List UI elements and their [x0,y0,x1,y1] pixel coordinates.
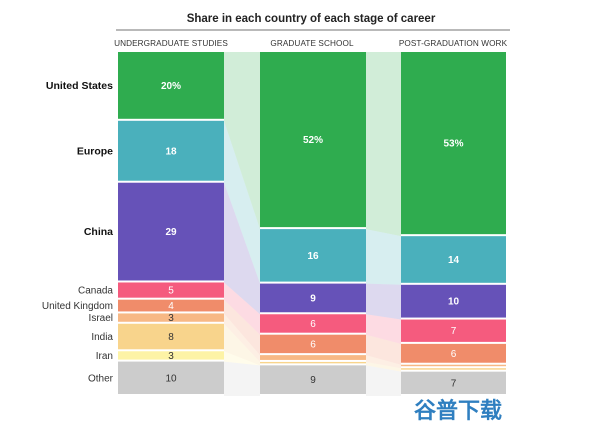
flow-india-1 [366,361,401,372]
segment-label-china-2: 10 [448,297,460,308]
flow-china-0 [224,182,260,315]
flow-india-0 [224,323,260,366]
flow-china-1 [366,283,401,320]
bar-segment-united-states-1 [260,52,366,228]
flow-canada-1 [366,314,401,344]
flow-europe-1 [366,229,401,285]
country-label-india: India [91,332,113,343]
country-labels: United States Europe China Canada United Kin… [42,80,114,384]
stage-header-undergraduate: UNDERGRADUATE STUDIES [114,39,228,48]
segment-label-canada-2: 7 [451,326,457,337]
flow-bands [224,52,401,396]
segment-label-united-kingdom-0: 4 [168,301,174,312]
bar-segment-canada-2 [401,319,506,342]
bar-segment-india-2 [401,368,506,370]
bar-segment-europe-1 [260,229,366,282]
bar-segment-israel-0 [118,313,224,322]
bar-segment-china-2 [401,284,506,318]
segment-label-canada-1: 6 [310,319,316,330]
segment-label-united-states-0: 20% [161,81,181,92]
segment-label-united-kingdom-2: 6 [451,349,457,360]
bar-segment-canada-1 [260,314,366,333]
segment-label-china-0: 29 [165,227,177,238]
bar-segment-china-1 [260,283,366,313]
bar-segment-united-kingdom-0 [118,299,224,312]
segment-label-israel-0: 3 [168,313,174,324]
bar-segment-other-1 [260,365,366,394]
bar-segment-china-0 [118,182,224,281]
flow-united-kingdom-1 [366,334,401,365]
country-label-united-kingdom: United Kingdom [42,301,113,312]
bar-segment-india-1 [260,361,366,364]
bar-segment-united-states-0 [118,52,224,119]
bar-segment-india-0 [118,323,224,350]
bar-segment-united-kingdom-2 [401,343,506,363]
segment-label-other-1: 9 [310,375,316,386]
segment-label-united-states-2: 53% [443,139,463,150]
segment-label-other-0: 10 [165,373,177,384]
stage-header-post-graduation: POST-GRADUATION WORK [399,39,508,48]
bar-segment-canada-0 [118,282,224,298]
country-label-israel: Israel [89,313,113,324]
bar-segment-europe-0 [118,120,224,181]
flow-canada-0 [224,282,260,335]
flow-israel-1 [366,355,401,369]
flow-united-states-0 [224,52,260,230]
bar-segment-united-states-2 [401,52,506,235]
country-label-china: China [84,226,113,238]
bar-segment-other-0 [118,361,224,394]
country-label-europe: Europe [77,145,113,157]
bar-segment-israel-2 [401,364,506,367]
segment-label-europe-0: 18 [165,146,177,157]
bar-segment-united-kingdom-1 [260,334,366,354]
segment-label-canada-0: 5 [168,286,174,297]
chart-title: Share in each country of each stage of c… [187,13,436,25]
flow-united-kingdom-0 [224,299,260,356]
flow-europe-0 [224,120,260,284]
stacked-bars [118,52,506,394]
segment-label-china-1: 9 [310,293,316,304]
flow-other-1 [366,365,401,396]
bar-segment-europe-2 [401,236,506,283]
bar-segment-other-2 [401,371,506,394]
segment-label-united-kingdom-1: 6 [310,339,316,350]
flow-united-states-1 [366,52,401,237]
flow-iran-0 [224,351,260,366]
country-label-other: Other [88,373,114,384]
country-label-iran: Iran [96,351,113,362]
country-label-canada: Canada [78,286,113,297]
bar-segment-iran-0 [118,351,224,360]
segment-label-europe-2: 14 [448,255,460,266]
segment-label-europe-1: 16 [307,251,319,262]
segment-label-iran-0: 3 [168,351,174,362]
flow-other-0 [224,361,260,396]
stage-header-graduate: GRADUATE SCHOOL [270,39,354,48]
segment-label-united-states-1: 52% [303,135,323,146]
bar-segment-israel-1 [260,355,366,360]
country-label-united-states: United States [46,80,113,92]
segment-label-india-0: 8 [168,332,174,343]
segment-label-other-2: 7 [451,378,457,389]
flow-israel-0 [224,313,260,362]
watermark-logo: 谷普下载 [414,398,502,424]
